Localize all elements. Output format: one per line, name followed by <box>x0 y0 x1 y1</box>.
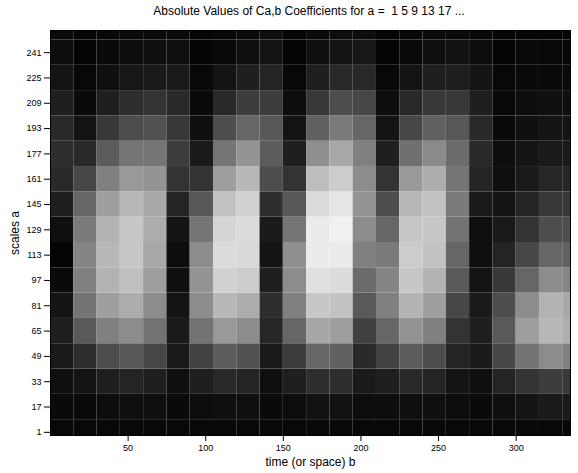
svg-text:225: 225 <box>26 73 41 83</box>
svg-text:200: 200 <box>353 443 368 453</box>
svg-text:150: 150 <box>276 443 291 453</box>
svg-text:97: 97 <box>31 275 41 285</box>
svg-text:241: 241 <box>26 48 41 58</box>
svg-text:100: 100 <box>198 443 213 453</box>
svg-text:50: 50 <box>123 443 133 453</box>
svg-text:129: 129 <box>26 225 41 235</box>
svg-text:161: 161 <box>26 174 41 184</box>
svg-text:scales a: scales a <box>8 211 22 255</box>
svg-text:81: 81 <box>31 301 41 311</box>
svg-text:65: 65 <box>31 326 41 336</box>
html-text:Absolute Values of Ca,b Coeffi: Absolute Values of Ca,b Coefficients for… <box>153 4 465 18</box>
svg-text:145: 145 <box>26 199 41 209</box>
svg-text:209: 209 <box>26 98 41 108</box>
svg-text:300: 300 <box>509 443 524 453</box>
svg-text:49: 49 <box>31 351 41 361</box>
svg-text:time (or space) b: time (or space) b <box>265 455 355 469</box>
svg-text:193: 193 <box>26 123 41 133</box>
svg-text:113: 113 <box>27 250 41 260</box>
svg-text:17: 17 <box>31 402 41 412</box>
svg-text:177: 177 <box>26 149 41 159</box>
svg-text:250: 250 <box>431 443 446 453</box>
svg-text:1: 1 <box>36 427 41 437</box>
svg-text:33: 33 <box>31 377 41 387</box>
